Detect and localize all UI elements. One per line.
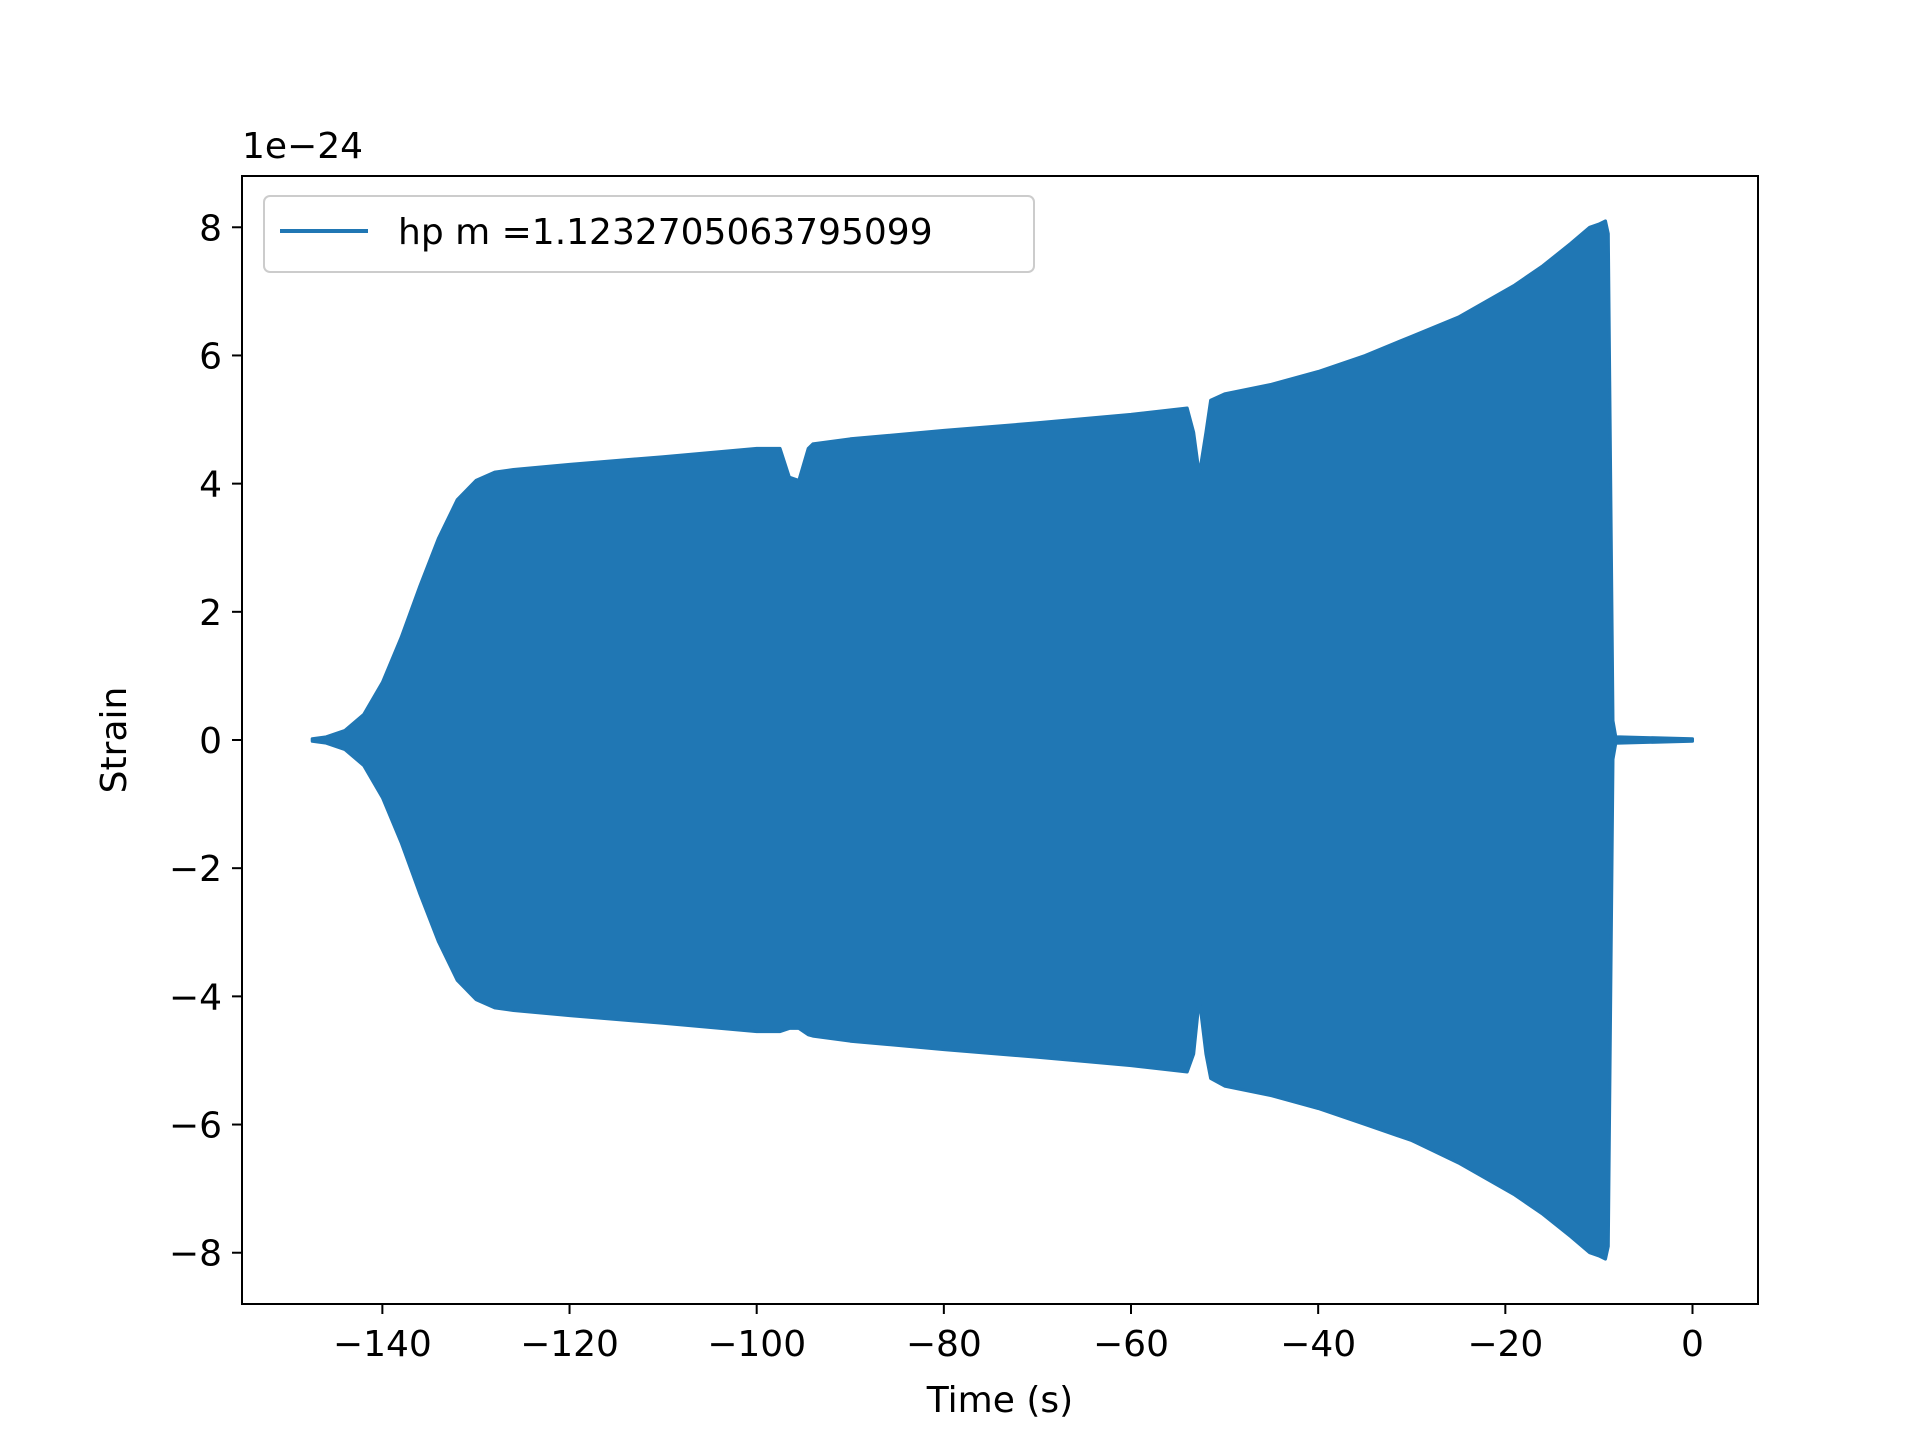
legend-box [263,195,1035,273]
y-tick-label: −6 [169,1106,222,1147]
x-axis-label: Time (s) [926,1380,1073,1421]
x-tick-label: −100 [707,1324,806,1365]
plot-area [310,219,1694,1261]
legend-label: hp m =1.1232705063795099 [398,212,933,253]
y-tick-label: 4 [199,465,222,506]
y-tick-label: −4 [169,977,222,1018]
x-tick-label: −20 [1467,1324,1543,1365]
series-waveform [310,219,1694,1261]
y-tick-label: 2 [199,593,222,634]
y-axis-label: Strain [94,687,135,794]
x-axis: −140 −120 −100 −80 −60 −40 −20 0 [333,1304,1704,1365]
legend: hp m =1.1232705063795099 [263,195,1035,273]
x-tick-label: −60 [1093,1324,1169,1365]
x-tick-label: −40 [1280,1324,1356,1365]
y-tick-label: 8 [199,208,222,249]
y-tick-label: 0 [199,721,222,762]
x-tick-label: −120 [520,1324,619,1365]
y-offset-text: 1e−24 [242,126,363,167]
x-tick-label: −140 [333,1324,432,1365]
y-tick-label: −8 [169,1234,222,1275]
x-tick-label: 0 [1681,1324,1704,1365]
y-axis: −8 −6 −4 −2 0 2 4 6 8 [169,208,242,1275]
y-tick-label: 6 [199,336,222,377]
y-tick-label: −2 [169,849,222,890]
x-tick-label: −80 [906,1324,982,1365]
